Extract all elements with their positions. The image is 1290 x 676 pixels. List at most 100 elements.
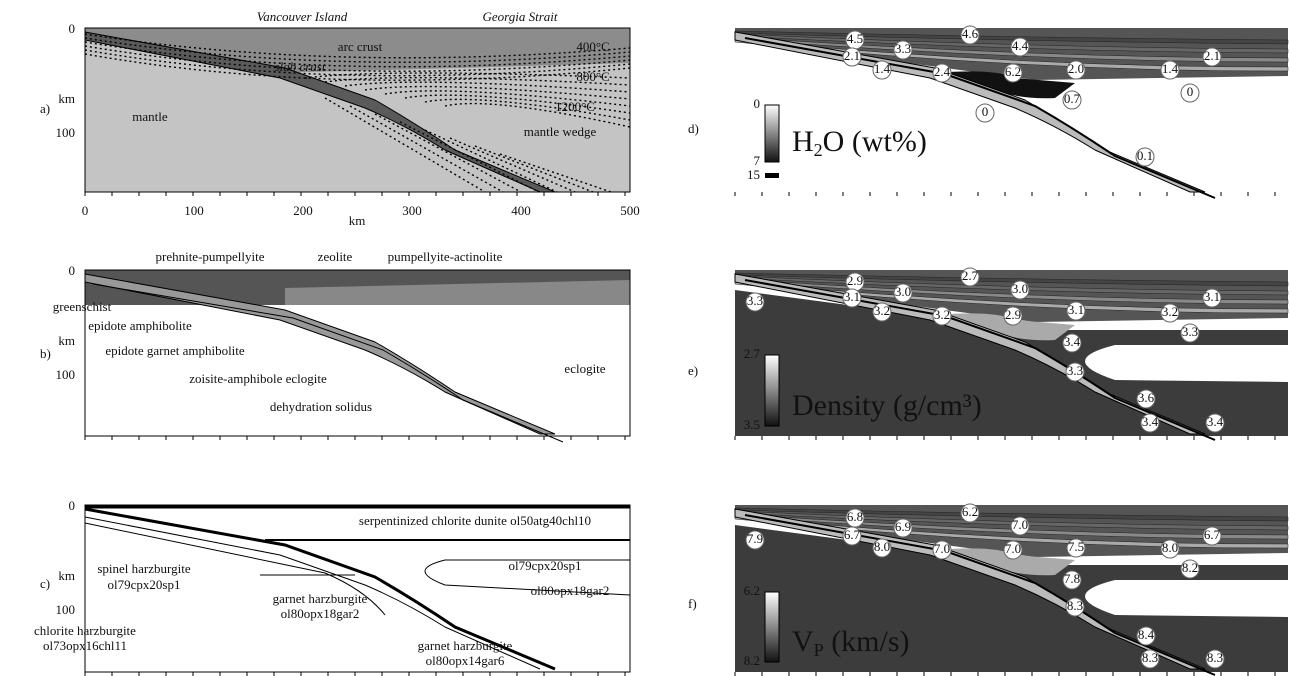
- annotation: ol73opx16chl11: [43, 638, 127, 653]
- value-label: 6.2: [1005, 64, 1021, 79]
- x-axis-title: km: [349, 213, 366, 228]
- value-badge: [893, 40, 913, 60]
- value-label: 3.1: [1204, 289, 1220, 304]
- location-label: Vancouver Island: [257, 9, 348, 24]
- value-label: 0: [982, 104, 989, 119]
- annotation: spinel harzburgite: [97, 561, 190, 576]
- value-badge: [872, 538, 892, 558]
- legend-title-part: O (wt%): [823, 125, 927, 158]
- value-badge: [1135, 147, 1155, 167]
- wedge: [424, 559, 631, 596]
- legend-title-part: H: [792, 125, 814, 158]
- annotation: pumpellyite-actinolite: [388, 249, 503, 264]
- panel-label: e): [688, 363, 698, 378]
- value-badge: [1180, 323, 1200, 343]
- y-axis-label: 100: [56, 125, 76, 140]
- legend-min: 0: [754, 96, 761, 111]
- value-label: 1.4: [874, 61, 891, 76]
- value-label: 3.1: [844, 289, 860, 304]
- legend-title-part: Density (g/cm³): [792, 389, 982, 422]
- annotation: zeolite: [318, 249, 353, 264]
- value-badge: [1066, 301, 1086, 321]
- value-label: 7.9: [747, 531, 763, 546]
- wedge-nose: [1085, 345, 1288, 382]
- legend-max: 8.2: [744, 653, 760, 668]
- value-label: 8.0: [874, 539, 890, 554]
- annotation: 400°C: [576, 39, 609, 54]
- value-label: 6.9: [895, 519, 911, 534]
- value-label: 2.1: [844, 48, 860, 63]
- value-badge: [1136, 626, 1156, 646]
- value-label: 8.0: [1162, 540, 1178, 555]
- value-badge: [1160, 303, 1180, 323]
- panel-label: c): [40, 576, 50, 591]
- value-label: 6.2: [962, 504, 978, 519]
- value-label: 7.5: [1068, 539, 1084, 554]
- value-badge: [745, 292, 765, 312]
- panel-drawing: [84, 27, 631, 196]
- annotation: ol80opx14gar6: [426, 653, 505, 668]
- value-label: 8.3: [1207, 650, 1223, 665]
- slab-line: [92, 283, 564, 443]
- x-tick-label: 200: [293, 203, 313, 218]
- value-label: 2.1: [1204, 48, 1220, 63]
- x-tick-label: 500: [620, 203, 640, 218]
- x-tick-label: 100: [184, 203, 204, 218]
- value-badge: [1003, 306, 1023, 326]
- value-badge: [1065, 362, 1085, 382]
- wedge-zone: [935, 71, 1075, 99]
- panel-label: b): [40, 346, 51, 361]
- location-label: Georgia Strait: [483, 9, 558, 24]
- value-badge: [1140, 649, 1160, 669]
- annotation: zoisite-amphibole eclogite: [189, 371, 327, 386]
- crust-layer: [734, 272, 1289, 287]
- isotherm: [84, 41, 631, 68]
- value-label: 3.2: [934, 307, 950, 322]
- value-label: 0.7: [1064, 91, 1081, 106]
- isotherm: [84, 33, 631, 59]
- legend-bar: [764, 104, 780, 163]
- annotation: epidote amphibolite: [88, 318, 192, 333]
- annotation: ol79cpx20sp1: [108, 577, 181, 592]
- value-badge: [1140, 413, 1160, 433]
- value-label: 3.2: [874, 303, 890, 318]
- annotation: prehnite-pumpellyite: [155, 249, 264, 264]
- value-badge: [960, 503, 980, 523]
- annotation: epidote garnet amphibolite: [105, 343, 245, 358]
- annotation: garnet harzburgite: [418, 638, 513, 653]
- panel-label: f): [688, 596, 697, 611]
- y-axis-label: km: [58, 91, 75, 106]
- slab-line: [744, 37, 1216, 199]
- slab-lines: [84, 516, 541, 670]
- isotherm: [344, 81, 631, 193]
- panel-drawing: [84, 504, 631, 676]
- value-badge: [932, 540, 952, 560]
- value-label: 7.0: [934, 541, 950, 556]
- value-badge: [932, 63, 952, 83]
- value-badge: [1010, 516, 1030, 536]
- legend-title: H2O (wt%): [792, 125, 927, 160]
- legend-title: Density (g/cm³): [792, 389, 982, 422]
- panel-frame: [84, 269, 631, 437]
- value-badge: [975, 103, 995, 123]
- legend-title-part: P: [814, 640, 824, 660]
- legend-title-part: 2: [814, 140, 823, 160]
- value-label: 2.9: [1005, 307, 1021, 322]
- isotherm: [384, 90, 631, 193]
- panel-drawing: [84, 269, 631, 443]
- legend-min: 2.7: [744, 346, 761, 361]
- value-label: 4.6: [962, 26, 979, 41]
- value-label: 3.3: [1182, 324, 1198, 339]
- value-label: 3.0: [1012, 281, 1028, 296]
- value-badge: [1062, 570, 1082, 590]
- value-label: 7.8: [1064, 571, 1080, 586]
- value-badge: [1062, 333, 1082, 353]
- annotation: dehydration solidus: [270, 399, 372, 414]
- annotation: chlorite harzburgite: [34, 623, 136, 638]
- value-badge: [1180, 559, 1200, 579]
- panel-frame: [84, 504, 631, 673]
- value-badge: [745, 530, 765, 550]
- legend-max: 7: [754, 153, 761, 168]
- value-badge: [1066, 538, 1086, 558]
- slab: [84, 273, 556, 435]
